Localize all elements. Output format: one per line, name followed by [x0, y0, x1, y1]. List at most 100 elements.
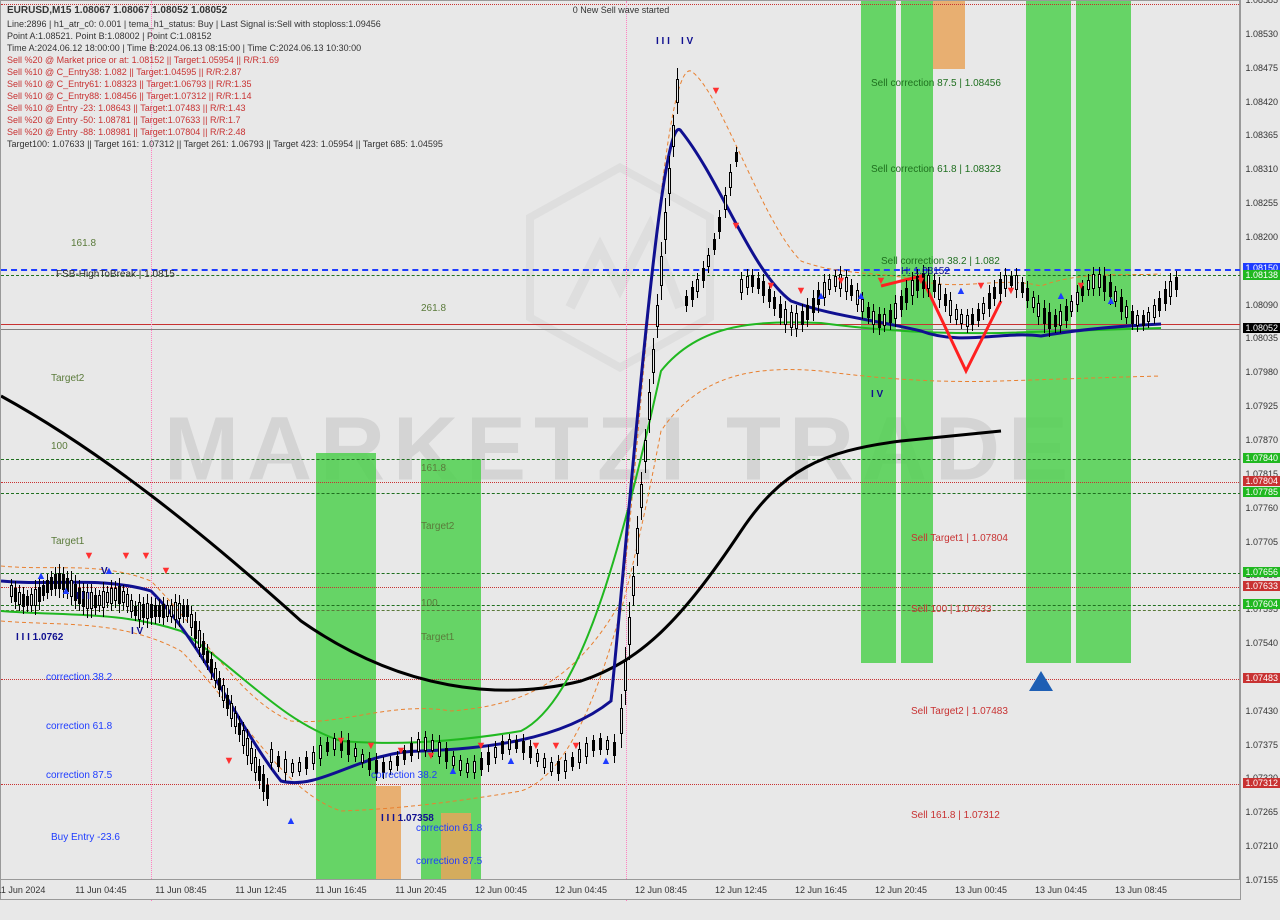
price-tag: 1.07656	[1243, 567, 1280, 577]
candlestick	[1022, 277, 1023, 298]
candlestick	[967, 309, 968, 334]
candlestick	[239, 716, 240, 741]
arrow-down-icon: ▼	[1076, 280, 1087, 292]
y-axis: 1.085851.085301.084751.084201.083651.083…	[1240, 0, 1280, 900]
yaxis-tick: 1.07265	[1245, 807, 1278, 817]
price-tag: 1.07633	[1243, 581, 1280, 591]
chart-label: Sell 161.8 | 1.07312	[911, 810, 1000, 821]
info-line: Sell %10 @ C_Entry61: 1.08323 || Target:…	[7, 79, 251, 89]
xaxis-tick: 12 Jun 20:45	[875, 885, 927, 895]
candlestick	[259, 759, 260, 789]
candlestick	[912, 272, 913, 305]
candlestick	[123, 585, 124, 610]
arrow-down-icon: ▼	[976, 280, 987, 292]
candlestick	[171, 599, 172, 624]
candlestick	[1176, 271, 1177, 297]
candlestick	[673, 115, 674, 157]
candlestick	[593, 735, 594, 757]
candlestick	[697, 273, 698, 298]
horizontal-line	[1, 459, 1241, 460]
arrow-down-icon: ▼	[224, 755, 235, 767]
candlestick	[621, 694, 622, 747]
chart-label: H: 1.08152	[901, 266, 950, 277]
arrow-up-icon: ▲	[1106, 295, 1117, 307]
yaxis-tick: 1.07155	[1245, 875, 1278, 885]
xaxis-tick: 12 Jun 08:45	[635, 885, 687, 895]
candlestick	[199, 621, 200, 658]
chart-label: V	[101, 566, 108, 577]
yaxis-tick: 1.07705	[1245, 537, 1278, 547]
chart-title: EURUSD,M15 1.08067 1.08067 1.08052 1.080…	[7, 5, 227, 16]
candlestick	[27, 590, 28, 611]
yaxis-tick: 1.08090	[1245, 300, 1278, 310]
candlestick	[736, 147, 737, 167]
info-line: Target100: 1.07633 || Target 161: 1.0731…	[7, 139, 443, 149]
candlestick	[107, 586, 108, 608]
candlestick	[906, 280, 907, 310]
chart-label: correction 61.8	[46, 721, 112, 732]
xaxis-tick: 12 Jun 04:45	[555, 885, 607, 895]
info-line: Sell %20 @ Market price or at: 1.08152 |…	[7, 55, 279, 65]
xaxis-tick: 13 Jun 08:45	[1115, 885, 1167, 895]
yaxis-tick: 1.07430	[1245, 706, 1278, 716]
arrow-down-icon: ▼	[476, 740, 487, 752]
candlestick	[23, 587, 24, 614]
candlestick	[439, 735, 440, 764]
candlestick	[641, 472, 642, 521]
candlestick	[884, 308, 885, 332]
yaxis-tick: 1.08530	[1245, 29, 1278, 39]
candlestick	[665, 198, 666, 253]
candlestick	[686, 290, 687, 312]
yaxis-tick: 1.07760	[1245, 503, 1278, 513]
candlestick	[747, 269, 748, 295]
candlestick	[1000, 272, 1001, 302]
candlestick	[1126, 300, 1127, 324]
chart-label: correction 87.5	[416, 856, 482, 867]
arrow-up-icon: ▲	[601, 755, 612, 767]
candlestick	[945, 288, 946, 312]
candlestick	[175, 594, 176, 628]
candlestick	[879, 307, 880, 335]
candlestick	[719, 210, 720, 239]
candlestick	[127, 588, 128, 613]
candlestick	[1148, 307, 1149, 328]
chart-area[interactable]: MARKETZI TRADE ▲▲▼▲▼▼▼▼▲▼▼▼▼▲▼▲▼▼▼▲▼▼▼▼▲…	[0, 0, 1240, 900]
candlestick	[247, 729, 248, 766]
horizontal-line	[1, 275, 1241, 276]
candlestick	[763, 274, 764, 304]
candlestick	[934, 274, 935, 299]
candlestick	[1055, 309, 1056, 333]
candlestick	[1071, 295, 1072, 317]
price-tag: 1.07312	[1243, 778, 1280, 788]
candlestick	[227, 688, 228, 717]
horizontal-line	[1, 679, 1241, 680]
yaxis-tick: 1.07925	[1245, 401, 1278, 411]
arrow-up-icon: ▲	[816, 290, 827, 302]
price-tag: 1.07785	[1243, 487, 1280, 497]
chart-label: I I I 1.0762	[16, 632, 63, 643]
candlestick	[39, 579, 40, 610]
candlestick	[516, 735, 517, 753]
candlestick	[495, 741, 496, 764]
candlestick	[1137, 310, 1138, 332]
candlestick	[730, 164, 731, 195]
candlestick	[802, 304, 803, 332]
info-line: Sell %10 @ C_Entry88: 1.08456 || Target:…	[7, 91, 251, 101]
candlestick	[207, 644, 208, 669]
arrow-up-icon: ▲	[61, 585, 72, 597]
candlestick	[645, 429, 646, 472]
info-line: Point A:1.08521. Point B:1.08002 | Point…	[7, 31, 212, 41]
price-tag: 1.07840	[1243, 453, 1280, 463]
arrow-up-icon: ▲	[448, 765, 459, 777]
candlestick	[708, 248, 709, 273]
chart-label: Sell Target1 | 1.07804	[911, 533, 1008, 544]
candlestick	[1159, 291, 1160, 317]
candlestick	[1121, 289, 1122, 320]
chart-label: Sell correction 87.5 | 1.08456	[871, 78, 1001, 89]
candlestick	[143, 597, 144, 626]
candlestick	[895, 295, 896, 327]
chart-label: correction 87.5	[46, 770, 112, 781]
horizontal-line	[1, 493, 1241, 494]
orange-zone	[376, 786, 401, 881]
candlestick	[600, 733, 601, 756]
